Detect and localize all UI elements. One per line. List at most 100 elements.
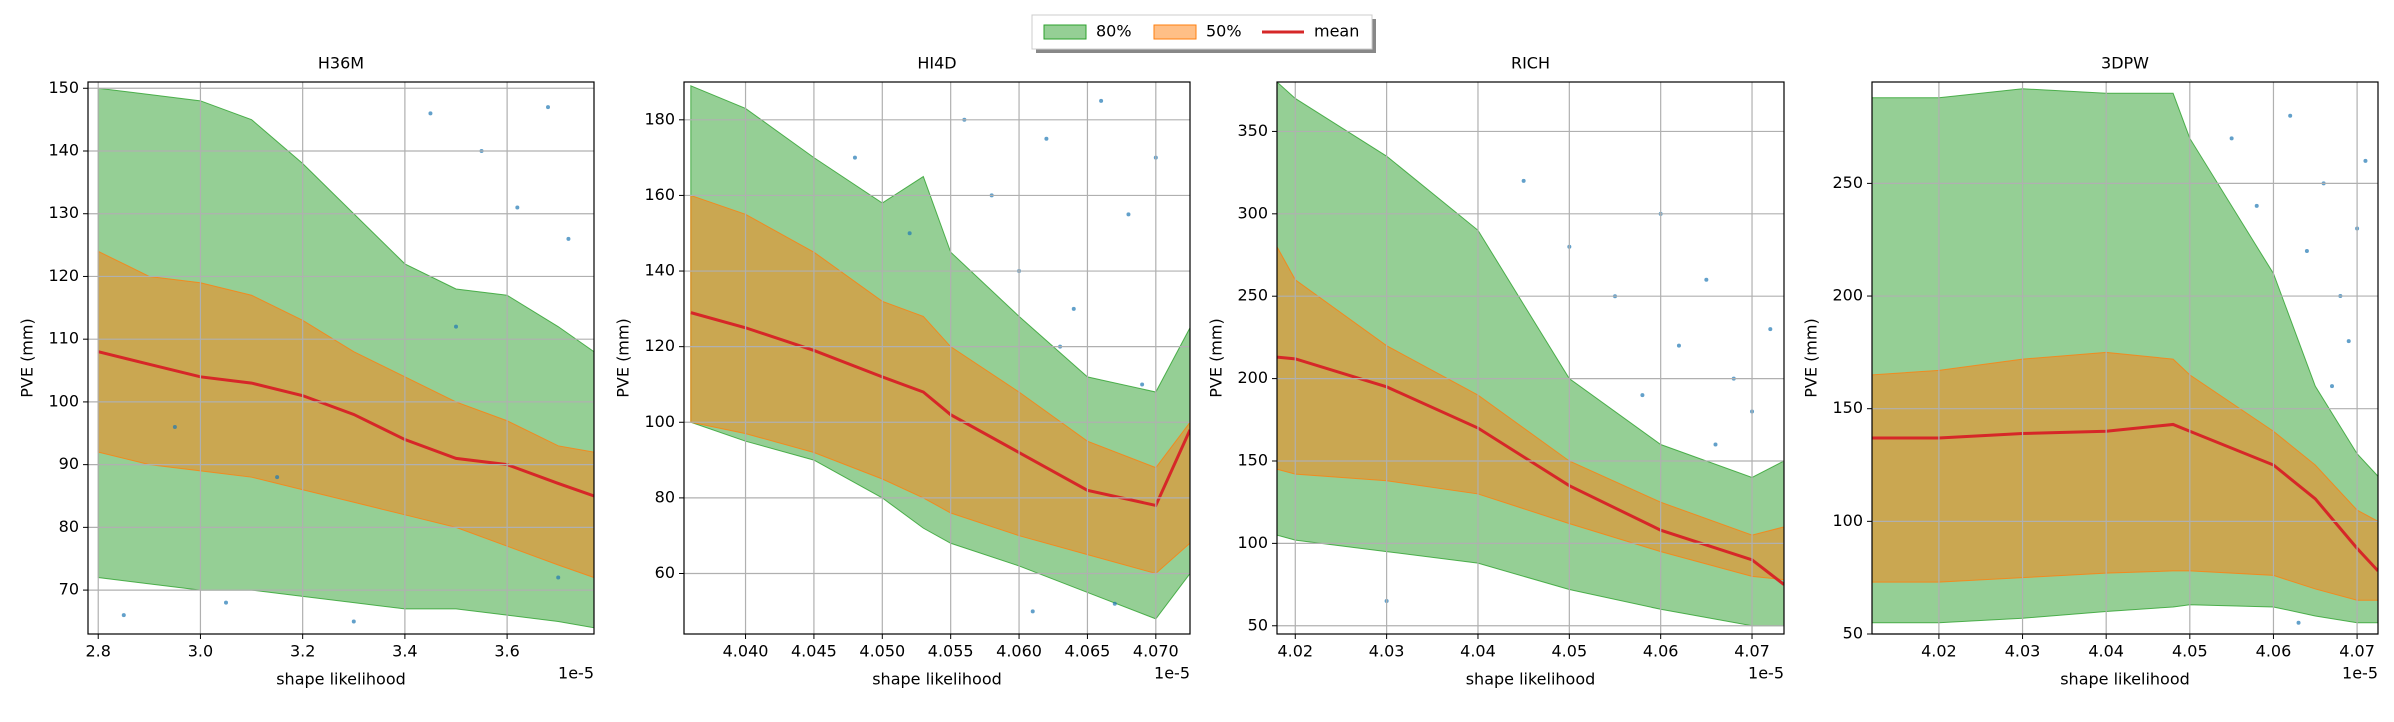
scatter-point <box>224 600 228 605</box>
scatter-point <box>428 111 433 116</box>
scatter-point <box>275 475 280 480</box>
y-tick-label: 150 <box>48 78 79 97</box>
x-tick-label: 2.8 <box>85 642 110 661</box>
mean-line <box>1872 422 2378 572</box>
x-tick-label: 4.04 <box>1460 642 1496 661</box>
y-tick-label: 250 <box>1237 286 1268 305</box>
plot-area <box>690 85 1190 620</box>
y-tick-label: 180 <box>644 109 675 128</box>
x-tick-label: 3.0 <box>188 642 213 661</box>
scatter-point <box>1713 442 1718 447</box>
scatter-point <box>1140 382 1145 387</box>
y-tick-label: 50 <box>1248 615 1268 634</box>
y-tick-label: 60 <box>655 563 675 582</box>
y-tick-label: 100 <box>48 391 79 410</box>
x-axis-label: shape likelihood <box>872 670 1002 689</box>
scatter-point <box>852 155 857 160</box>
x-tick-label: 4.065 <box>1065 642 1111 661</box>
scatter-point <box>1521 178 1526 183</box>
x-tick-label: 4.045 <box>791 642 837 661</box>
y-tick-label: 200 <box>1832 286 1863 305</box>
x-tick-label: 4.070 <box>1133 642 1179 661</box>
scatter-point <box>1768 327 1773 332</box>
panel-title: 3DPW <box>2101 54 2149 73</box>
x-axis-label: shape likelihood <box>1466 670 1596 689</box>
legend-swatch <box>1043 24 1087 40</box>
y-tick-label: 200 <box>1237 368 1268 387</box>
legend-label: 50% <box>1206 22 1242 41</box>
axes-frame <box>87 81 595 635</box>
x-tick-label: 3.2 <box>290 642 315 661</box>
plot-area <box>1872 88 2378 625</box>
band-80 <box>1277 82 1784 627</box>
panel-title: RICH <box>1511 54 1550 73</box>
panel-title: HI4D <box>917 54 956 73</box>
x-offset-label: 1e-5 <box>558 664 594 683</box>
plot-area <box>97 87 594 629</box>
x-tick-label: 4.06 <box>2256 642 2292 661</box>
band-50 <box>1872 351 2378 601</box>
y-tick-label: 150 <box>1237 450 1268 469</box>
panel-title: H36M <box>318 54 364 73</box>
x-tick-label: 4.05 <box>1552 642 1588 661</box>
scatter-point <box>121 613 126 618</box>
y-tick-label: 100 <box>644 412 675 431</box>
y-tick-label: 140 <box>48 141 79 160</box>
y-tick-label: 160 <box>644 185 675 204</box>
scatter-point <box>907 231 912 236</box>
mean-line <box>1277 355 1784 586</box>
x-tick-label: 4.07 <box>1734 642 1770 661</box>
x-tick-label: 4.02 <box>1921 642 1957 661</box>
x-tick-label: 4.06 <box>1643 642 1679 661</box>
plot-area <box>1277 82 1784 627</box>
y-tick-label: 90 <box>59 454 79 473</box>
scatter-point <box>2304 248 2309 253</box>
scatter-point <box>2296 620 2301 625</box>
y-tick-label: 70 <box>59 580 79 599</box>
y-tick-label: 80 <box>655 487 675 506</box>
x-tick-label: 4.040 <box>723 642 769 661</box>
mean-line <box>97 350 594 498</box>
scatter-point <box>2254 203 2259 208</box>
y-tick-label: 100 <box>1237 533 1268 552</box>
scatter-point <box>1640 393 1645 398</box>
scatter-point <box>2363 158 2368 163</box>
scatter-point <box>172 425 177 429</box>
x-tick-label: 4.050 <box>859 642 905 661</box>
y-tick-label: 350 <box>1237 121 1268 140</box>
y-tick-label: 80 <box>59 517 79 536</box>
x-tick-label: 4.05 <box>2172 642 2208 661</box>
x-offset-label: 1e-5 <box>1748 664 1784 683</box>
x-tick-label: 3.6 <box>494 642 519 661</box>
x-axis-label: shape likelihood <box>2060 670 2190 689</box>
y-tick-label: 50 <box>1843 624 1863 643</box>
y-tick-label: 120 <box>644 336 675 355</box>
scatter-point <box>2330 384 2334 389</box>
axes-frame <box>1871 81 2379 635</box>
y-tick-label: 300 <box>1237 203 1268 222</box>
legend-label: 80% <box>1096 22 1132 41</box>
scatter-point <box>454 324 458 329</box>
x-offset-label: 1e-5 <box>1154 664 1190 683</box>
scatter-point <box>515 205 520 210</box>
y-axis-label: PVE (mm) <box>18 318 37 397</box>
scatter-point <box>2229 136 2234 141</box>
y-tick-label: 140 <box>644 261 675 280</box>
x-axis-label: shape likelihood <box>276 670 406 689</box>
scatter-point <box>546 105 550 110</box>
scatter-point <box>1126 212 1131 217</box>
y-tick-label: 110 <box>48 329 79 348</box>
y-tick-label: 100 <box>1832 511 1863 530</box>
axes-frame <box>1276 81 1785 635</box>
x-tick-label: 4.04 <box>2088 642 2124 661</box>
y-tick-label: 150 <box>1832 398 1863 417</box>
axes-frame <box>683 81 1191 635</box>
scatter-point <box>556 575 561 580</box>
scatter-point <box>1676 343 1681 348</box>
x-tick-label: 4.055 <box>928 642 974 661</box>
scatter-point <box>1071 306 1076 311</box>
scatter-point <box>1044 136 1049 141</box>
legend-swatch <box>1153 24 1197 40</box>
scatter-point <box>2288 113 2293 118</box>
